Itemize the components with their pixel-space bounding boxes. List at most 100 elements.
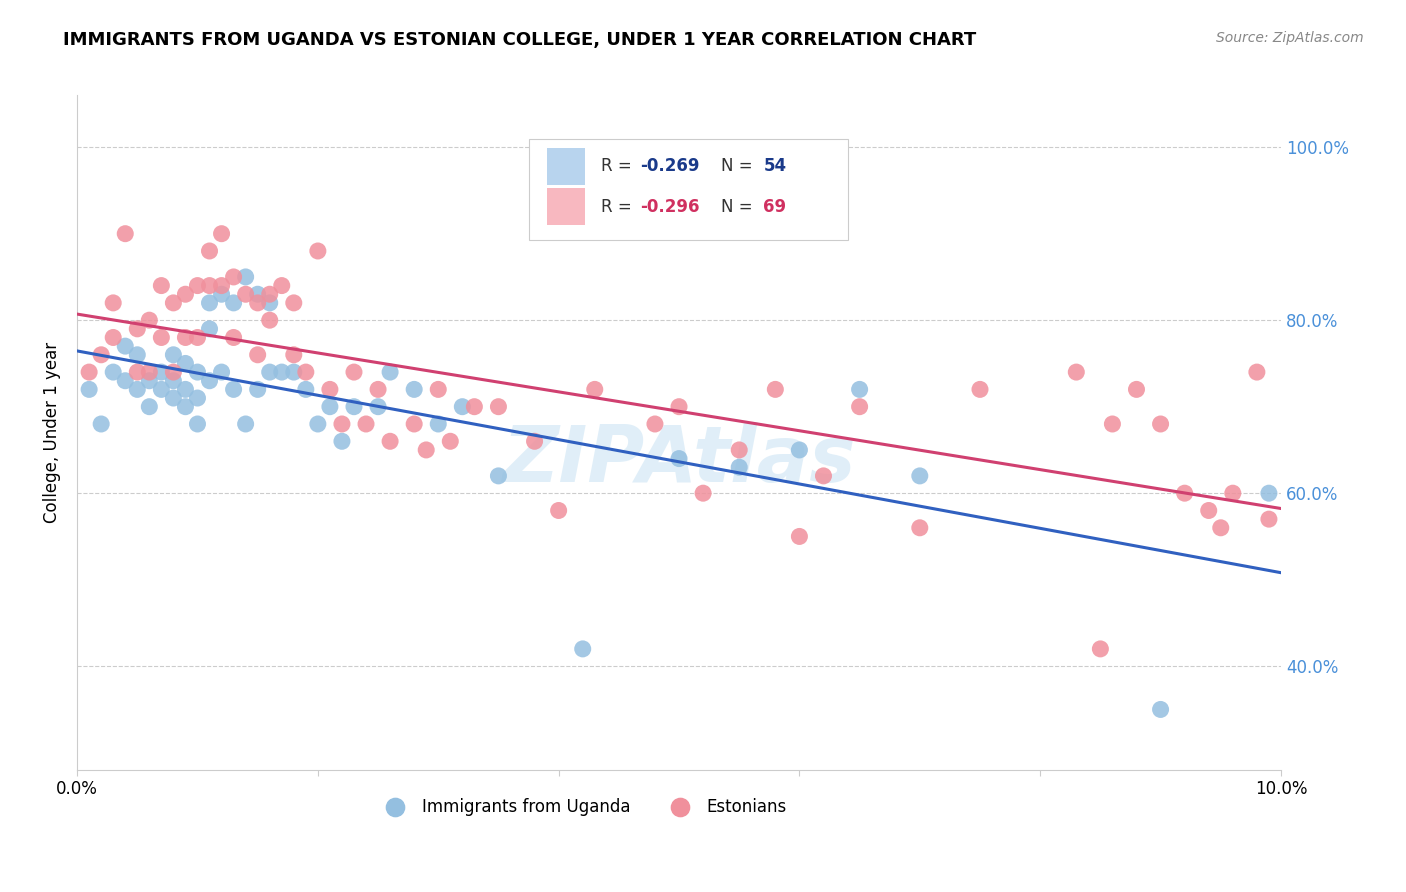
- Point: [246, 287, 269, 301]
- Text: 69: 69: [763, 198, 786, 216]
- Point: [451, 400, 474, 414]
- Text: R =: R =: [600, 198, 637, 216]
- Point: [235, 417, 257, 431]
- Point: [1149, 702, 1171, 716]
- Point: [186, 330, 208, 344]
- Point: [547, 503, 569, 517]
- Point: [222, 269, 245, 284]
- Point: [427, 383, 450, 397]
- Point: [127, 322, 149, 336]
- Point: [90, 417, 112, 431]
- Text: Source: ZipAtlas.com: Source: ZipAtlas.com: [1216, 31, 1364, 45]
- Point: [174, 356, 197, 370]
- Point: [1209, 521, 1232, 535]
- Point: [162, 296, 184, 310]
- Point: [789, 442, 811, 457]
- Point: [222, 330, 245, 344]
- Point: [283, 365, 305, 379]
- Point: [427, 417, 450, 431]
- Point: [211, 278, 233, 293]
- Point: [198, 278, 221, 293]
- Point: [186, 365, 208, 379]
- Point: [150, 278, 173, 293]
- Point: [848, 383, 870, 397]
- Point: [367, 400, 389, 414]
- Text: R =: R =: [600, 157, 637, 175]
- Point: [198, 374, 221, 388]
- Point: [1258, 512, 1281, 526]
- Point: [174, 400, 197, 414]
- Point: [488, 400, 510, 414]
- Point: [103, 330, 125, 344]
- Point: [1246, 365, 1268, 379]
- Point: [415, 442, 437, 457]
- Point: [813, 469, 835, 483]
- Point: [77, 383, 100, 397]
- Point: [270, 365, 292, 379]
- Point: [127, 348, 149, 362]
- Point: [404, 383, 426, 397]
- Point: [295, 365, 318, 379]
- Bar: [547, 147, 585, 185]
- Bar: [547, 188, 585, 225]
- Point: [138, 400, 160, 414]
- FancyBboxPatch shape: [529, 139, 848, 240]
- Point: [644, 417, 666, 431]
- Point: [763, 383, 786, 397]
- Point: [127, 365, 149, 379]
- Point: [908, 521, 931, 535]
- Point: [343, 365, 366, 379]
- Point: [127, 383, 149, 397]
- Point: [150, 330, 173, 344]
- Point: [138, 374, 160, 388]
- Point: [1198, 503, 1220, 517]
- Point: [77, 365, 100, 379]
- Point: [198, 322, 221, 336]
- Point: [138, 365, 160, 379]
- Point: [330, 417, 353, 431]
- Legend: Immigrants from Uganda, Estonians: Immigrants from Uganda, Estonians: [371, 791, 794, 822]
- Point: [378, 365, 401, 379]
- Point: [908, 469, 931, 483]
- Point: [969, 383, 991, 397]
- Point: [246, 296, 269, 310]
- Point: [246, 383, 269, 397]
- Point: [463, 400, 485, 414]
- Point: [1125, 383, 1147, 397]
- Point: [343, 400, 366, 414]
- Point: [571, 641, 593, 656]
- Y-axis label: College, Under 1 year: College, Under 1 year: [44, 342, 60, 524]
- Point: [235, 287, 257, 301]
- Point: [668, 451, 690, 466]
- Point: [211, 227, 233, 241]
- Point: [295, 383, 318, 397]
- Text: IMMIGRANTS FROM UGANDA VS ESTONIAN COLLEGE, UNDER 1 YEAR CORRELATION CHART: IMMIGRANTS FROM UGANDA VS ESTONIAN COLLE…: [63, 31, 977, 49]
- Point: [692, 486, 714, 500]
- Text: N =: N =: [721, 198, 758, 216]
- Point: [728, 442, 751, 457]
- Point: [1066, 365, 1088, 379]
- Point: [330, 434, 353, 449]
- Point: [211, 365, 233, 379]
- Point: [114, 374, 136, 388]
- Point: [259, 296, 281, 310]
- Point: [186, 417, 208, 431]
- Text: -0.269: -0.269: [641, 157, 700, 175]
- Point: [378, 434, 401, 449]
- Point: [114, 227, 136, 241]
- Point: [1258, 486, 1281, 500]
- Text: -0.296: -0.296: [641, 198, 700, 216]
- Point: [283, 348, 305, 362]
- Point: [162, 348, 184, 362]
- Point: [404, 417, 426, 431]
- Point: [319, 383, 342, 397]
- Point: [259, 313, 281, 327]
- Point: [439, 434, 461, 449]
- Point: [150, 383, 173, 397]
- Point: [222, 296, 245, 310]
- Point: [174, 383, 197, 397]
- Point: [1149, 417, 1171, 431]
- Point: [235, 269, 257, 284]
- Point: [103, 296, 125, 310]
- Point: [523, 434, 546, 449]
